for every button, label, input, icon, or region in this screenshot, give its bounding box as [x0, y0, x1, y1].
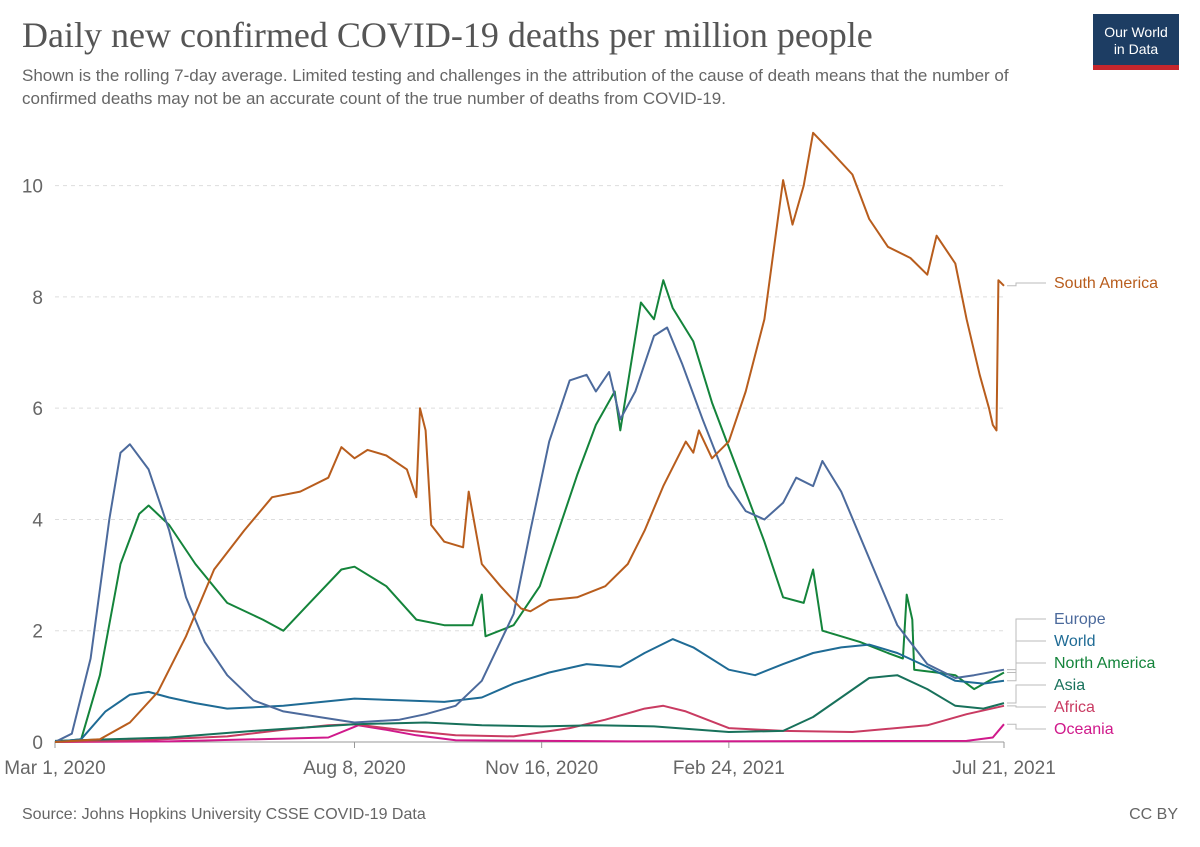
label-connector-africa	[1007, 705, 1046, 708]
series-line-north-america	[54, 279, 1005, 743]
y-tick-label: 2	[32, 622, 43, 643]
y-axis-ticks: 0 2 4 6 8 10	[22, 177, 44, 754]
owid-logo[interactable]: Our World in Data	[1093, 14, 1179, 70]
series-line-oceania	[54, 723, 1005, 743]
series-line-europe	[54, 326, 1005, 743]
license-note[interactable]: CC BY	[1129, 806, 1178, 823]
series-lines	[54, 131, 1005, 743]
y-tick-label: 4	[32, 510, 43, 531]
label-connector-north-america	[1007, 662, 1046, 673]
series-label-europe: Europe	[1054, 611, 1106, 628]
logo-line-1: Our World	[1104, 24, 1168, 40]
series-label-oceania: Oceania	[1054, 721, 1114, 738]
series-label-north-america: North America	[1054, 655, 1155, 672]
label-connector-world	[1007, 640, 1046, 682]
series-labels: South America Europe World North America Asi…	[1007, 275, 1158, 738]
series-line-asia	[54, 674, 1005, 742]
x-tick-label: Mar 1, 2020	[4, 758, 105, 779]
y-tick-label: 0	[32, 733, 43, 754]
chart-subtitle: Shown is the rolling 7-day average. Limi…	[22, 66, 1009, 108]
x-axis-ticks: Mar 1, 2020 Aug 8, 2020 Nov 16, 2020 Feb 24…	[4, 742, 1056, 779]
label-connector-oceania	[1007, 723, 1046, 730]
series-label-south-america: South America	[1054, 275, 1158, 292]
x-tick-label: Aug 8, 2020	[303, 758, 405, 779]
label-connector-south-america	[1007, 282, 1046, 287]
x-tick-label: Jul 21, 2021	[952, 758, 1056, 779]
y-tick-label: 8	[32, 288, 43, 309]
grid	[55, 185, 1004, 743]
series-line-world	[54, 638, 1005, 743]
series-label-world: World	[1054, 633, 1096, 650]
y-tick-label: 10	[22, 177, 43, 198]
series-label-asia: Asia	[1054, 677, 1085, 694]
series-line-south-america	[54, 131, 1005, 743]
chart-title: Daily new confirmed COVID-19 deaths per …	[22, 15, 873, 55]
source-note[interactable]: Source: Johns Hopkins University CSSE CO…	[22, 806, 426, 823]
series-line-africa	[54, 704, 1005, 743]
logo-line-2: in Data	[1113, 41, 1159, 57]
y-tick-label: 6	[32, 399, 43, 420]
x-tick-label: Nov 16, 2020	[485, 758, 598, 779]
series-label-africa: Africa	[1054, 699, 1095, 716]
label-connector-asia	[1007, 684, 1046, 704]
label-connector-europe	[1007, 618, 1046, 671]
x-tick-label: Feb 24, 2021	[673, 758, 785, 779]
